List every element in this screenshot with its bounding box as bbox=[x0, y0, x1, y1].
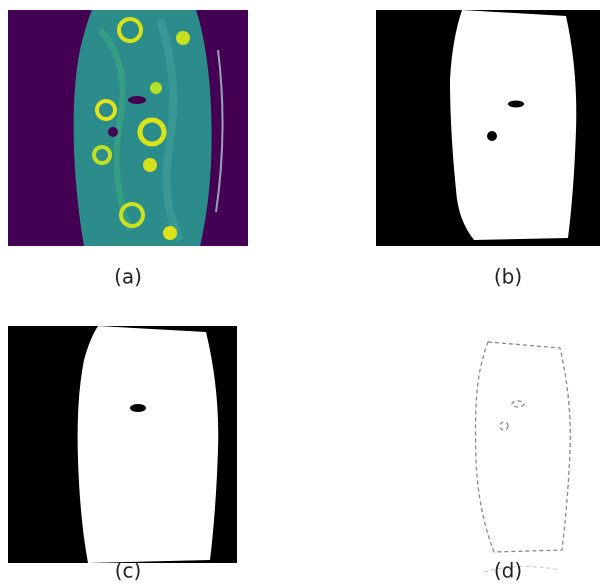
panel-c-image bbox=[8, 326, 237, 563]
panel-b-image bbox=[376, 10, 600, 246]
caption: (a) bbox=[114, 265, 142, 289]
figure: (a) (b) (c) (d) bbox=[0, 0, 604, 584]
panel-a-image bbox=[8, 10, 248, 246]
panel-d-image bbox=[476, 342, 571, 572]
caption: (c) bbox=[115, 559, 142, 583]
caption: (b) bbox=[494, 265, 522, 289]
caption: (d) bbox=[494, 559, 522, 583]
